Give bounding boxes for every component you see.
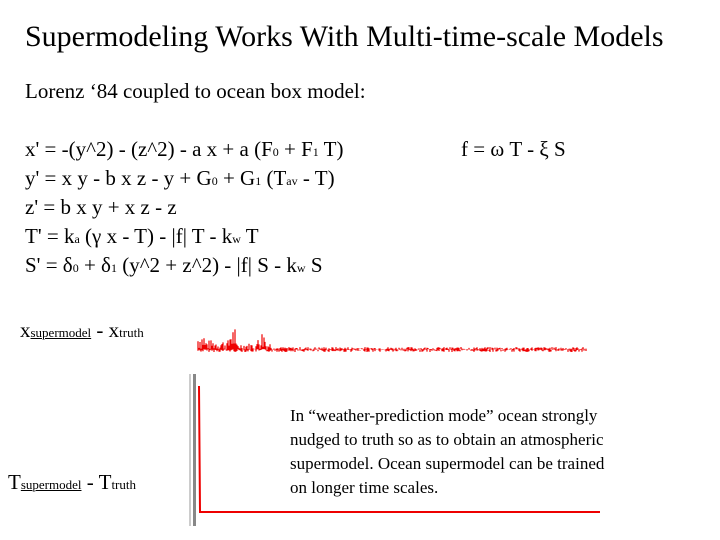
- x-error-trace-path: [197, 329, 587, 352]
- slide-title: Supermodeling Works With Multi-time-scal…: [25, 20, 664, 53]
- equation-f: f = ω T - ξ S: [461, 137, 566, 161]
- note-line: nudged to truth so as to obtain an atmos…: [290, 430, 604, 449]
- note-text: In “weather-prediction mode” ocean stron…: [290, 404, 680, 500]
- plot-label-T: Tsupermodel - Ttruth: [8, 470, 136, 494]
- equation-T: T' = ka (γ x - T) - |f| T - kw T: [25, 224, 259, 248]
- T-error-plot: [189, 374, 600, 526]
- x-error-trace: [197, 329, 587, 352]
- note-line: supermodel. Ocean supermodel can be trai…: [290, 454, 605, 473]
- T-plot-axis-shadow: [189, 374, 191, 526]
- T-error-trace: [198, 385, 600, 513]
- slide-subtitle: Lorenz ‘84 coupled to ocean box model:: [25, 79, 366, 103]
- equation-x: x' = -(y^2) - (z^2) - a x + a (F0 + F1 T…: [25, 137, 344, 161]
- note-line: on longer time scales.: [290, 478, 439, 497]
- note-line: In “weather-prediction mode” ocean stron…: [290, 406, 598, 425]
- equation-y: y' = x y - b x z - y + G0 + G1 (Tav - T): [25, 166, 335, 190]
- equation-S: S' = δ0 + δ1 (y^2 + z^2) - |f| S - kw S: [25, 253, 323, 277]
- equation-z: z' = b x y + x z - z: [25, 195, 177, 219]
- plot-label-x: xsupermodel - xtruth: [20, 318, 144, 342]
- T-plot-axis: [193, 374, 196, 526]
